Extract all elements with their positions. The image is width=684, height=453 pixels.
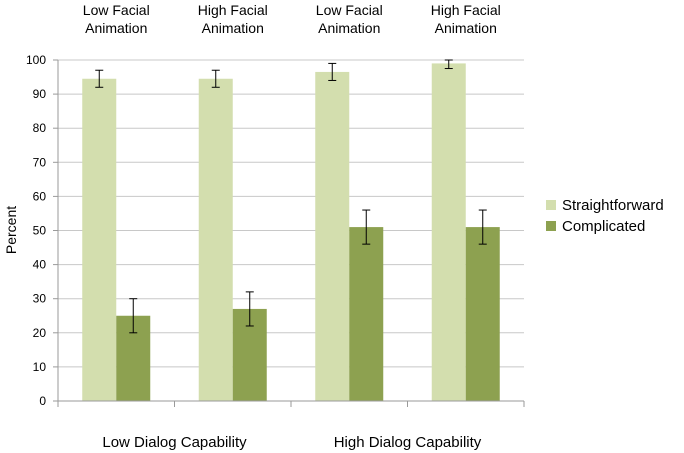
- y-tick-label: 0: [39, 394, 46, 408]
- bar-straightforward-4: [431, 63, 466, 401]
- legend-swatch: [546, 200, 556, 210]
- category-label: Animation: [318, 20, 380, 36]
- y-tick-label: 60: [33, 189, 47, 203]
- legend-label: Complicated: [562, 218, 645, 235]
- category-labels: Low Facial Animation High Facial Animation L…: [83, 2, 501, 36]
- category-label: High Facial: [198, 2, 268, 18]
- bars: [82, 63, 500, 401]
- y-tick-label: 40: [33, 258, 47, 272]
- bar-straightforward-1: [82, 78, 117, 401]
- category-label: Low Facial: [316, 2, 383, 18]
- y-tick-label: 50: [33, 224, 47, 238]
- y-tick-label: 30: [33, 292, 47, 306]
- y-tick-label: 10: [33, 360, 47, 374]
- bar-complicated-3: [349, 227, 384, 401]
- legend: Straightforward Complicated: [546, 197, 664, 235]
- bar-complicated-4: [465, 227, 500, 401]
- group-label: High Dialog Capability: [334, 434, 482, 451]
- group-label: Low Dialog Capability: [102, 434, 247, 451]
- legend-label: Straightforward: [562, 197, 664, 214]
- y-axis-label: Percent: [3, 206, 19, 254]
- y-tick-label: 20: [33, 326, 47, 340]
- y-tick-label: 100: [26, 53, 46, 67]
- category-label: Animation: [435, 20, 497, 36]
- group-labels: Low Dialog Capability High Dialog Capabil…: [102, 434, 481, 451]
- category-label: Animation: [85, 20, 147, 36]
- error-bars: [95, 59, 487, 334]
- y-tick-label: 80: [33, 121, 47, 135]
- category-label: Low Facial: [83, 2, 150, 18]
- y-tick-labels: 0 10 20 30 40 50 60 70 80 90 100: [26, 53, 46, 408]
- legend-swatch: [546, 221, 556, 231]
- category-label: Animation: [202, 20, 264, 36]
- axes: [57, 60, 525, 407]
- y-tick-label: 70: [33, 155, 47, 169]
- bar-straightforward-3: [315, 71, 350, 401]
- bar-straightforward-2: [198, 78, 233, 401]
- y-tick-label: 90: [33, 87, 47, 101]
- category-label: High Facial: [431, 2, 501, 18]
